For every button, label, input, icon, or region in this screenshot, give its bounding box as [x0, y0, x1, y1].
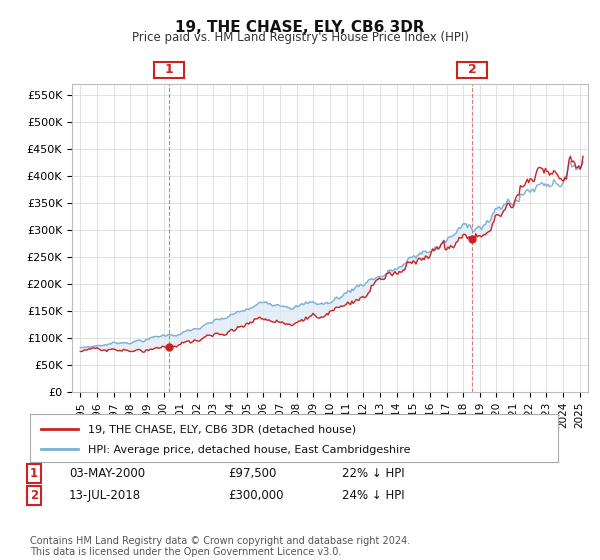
Text: 2: 2: [30, 489, 38, 502]
Text: 03-MAY-2000: 03-MAY-2000: [69, 466, 145, 480]
Text: 1: 1: [165, 63, 173, 77]
Text: £300,000: £300,000: [228, 489, 284, 502]
Text: 13-JUL-2018: 13-JUL-2018: [69, 489, 141, 502]
Text: Contains HM Land Registry data © Crown copyright and database right 2024.
This d: Contains HM Land Registry data © Crown c…: [30, 535, 410, 557]
Text: 22% ↓ HPI: 22% ↓ HPI: [342, 466, 404, 480]
Text: 19, THE CHASE, ELY, CB6 3DR (detached house): 19, THE CHASE, ELY, CB6 3DR (detached ho…: [88, 424, 356, 435]
Text: £97,500: £97,500: [228, 466, 277, 480]
Text: HPI: Average price, detached house, East Cambridgeshire: HPI: Average price, detached house, East…: [88, 445, 410, 455]
Text: Price paid vs. HM Land Registry's House Price Index (HPI): Price paid vs. HM Land Registry's House …: [131, 31, 469, 44]
Text: 24% ↓ HPI: 24% ↓ HPI: [342, 489, 404, 502]
Text: 19, THE CHASE, ELY, CB6 3DR: 19, THE CHASE, ELY, CB6 3DR: [175, 20, 425, 35]
Text: 1: 1: [30, 466, 38, 480]
Text: 2: 2: [467, 63, 476, 77]
